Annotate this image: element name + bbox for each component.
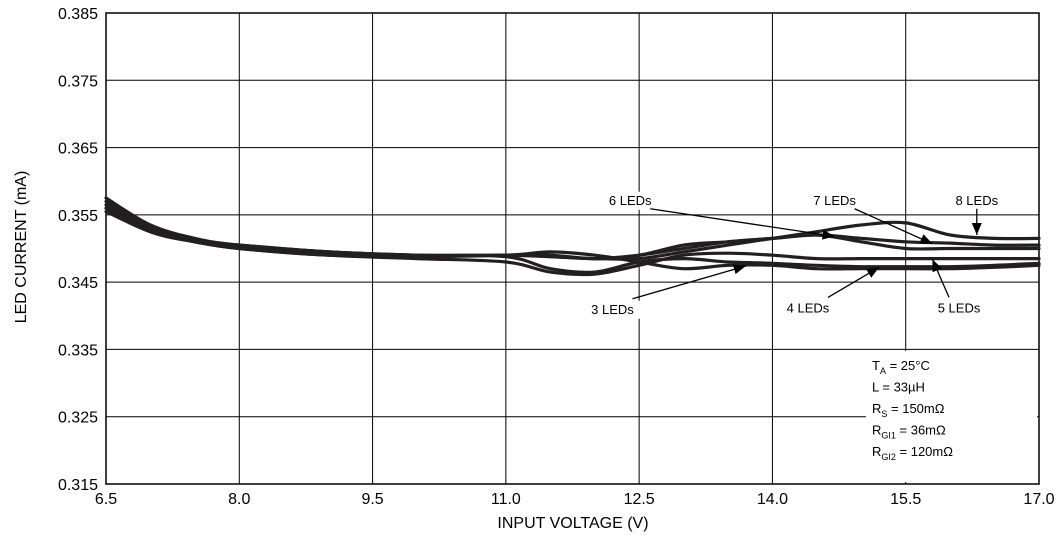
annotation-3-leds: 3 LEDs bbox=[591, 302, 634, 317]
x-tick-label: 17.0 bbox=[1023, 491, 1054, 508]
y-tick-label: 0.375 bbox=[58, 73, 98, 90]
arrow-head bbox=[822, 229, 835, 240]
label-bg-8-leds bbox=[942, 191, 1011, 210]
x-tick-label: 14.0 bbox=[757, 491, 788, 508]
condition-line: RS = 150mΩ bbox=[872, 401, 945, 419]
series-line-4-leds bbox=[104, 199, 1041, 274]
x-tick-label: 12.5 bbox=[624, 491, 655, 508]
y-tick-label: 0.335 bbox=[58, 342, 98, 359]
x-tick-label: 9.5 bbox=[361, 491, 383, 508]
arrow-head bbox=[919, 234, 933, 244]
label-bg-7-leds bbox=[800, 191, 869, 210]
series-line-8-leds bbox=[104, 206, 1041, 261]
x-axis-label: INPUT VOLTAGE (V) bbox=[497, 515, 648, 532]
condition-line: L = 33µH bbox=[872, 380, 925, 395]
arrow-head bbox=[732, 264, 746, 275]
series-lines bbox=[104, 196, 1041, 277]
condition-line: TA = 25°C bbox=[872, 358, 930, 376]
x-tick-label: 8.0 bbox=[228, 491, 250, 508]
x-tick-label: 11.0 bbox=[491, 491, 521, 508]
arrow-head bbox=[866, 267, 880, 278]
x-axis-ticks: 6.5 8.0 9.5 11.0 12.5 14.0 15.5 17.0 bbox=[95, 491, 1055, 508]
arrow-head bbox=[971, 223, 982, 235]
y-tick-label: 0.385 bbox=[58, 6, 98, 23]
y-tick-label: 0.345 bbox=[58, 275, 98, 292]
x-tick-label: 6.5 bbox=[95, 491, 117, 508]
condition-line: RGI2 = 120mΩ bbox=[872, 444, 953, 462]
label-bg-6-leds bbox=[596, 191, 665, 210]
annotation-5-leds: 5 LEDs bbox=[938, 300, 981, 315]
arrow-7-leds bbox=[854, 208, 933, 245]
y-axis-ticks: 0.385 0.375 0.365 0.355 0.345 0.335 0.325 0.315 bbox=[58, 6, 98, 494]
annotation-6-leds: 6 LEDs bbox=[609, 193, 652, 208]
arrow-3-leds bbox=[632, 265, 746, 300]
label-bg-4-leds bbox=[773, 299, 842, 318]
y-tick-label: 0.365 bbox=[58, 141, 98, 158]
y-tick-label: 0.355 bbox=[58, 208, 98, 225]
series-line-7-leds bbox=[104, 209, 1041, 261]
label-bg-3-leds bbox=[578, 300, 647, 319]
annotation-8-leds: 8 LEDs bbox=[955, 193, 998, 208]
arrow-head bbox=[932, 259, 942, 273]
arrow-6-leds bbox=[650, 208, 835, 238]
y-axis-label: LED CURRENT (mA) bbox=[13, 171, 30, 324]
label-bg-5-leds bbox=[925, 299, 994, 318]
annotation-4-leds: 4 LEDs bbox=[787, 300, 830, 315]
x-tick-label: 15.5 bbox=[890, 491, 921, 508]
annotations: 3 LEDs 4 LEDs 5 LEDs 6 LEDs 7 LEDs 8 LEDs bbox=[578, 191, 1011, 319]
conditions-bg bbox=[866, 351, 1037, 482]
test-conditions: TA = 25°C L = 33µH RS = 150mΩ RGI1 = 36mΩ RG… bbox=[866, 351, 1037, 482]
annotation-backgrounds bbox=[578, 191, 1011, 319]
y-tick-label: 0.325 bbox=[58, 410, 98, 427]
condition-line: RGI1 = 36mΩ bbox=[872, 423, 946, 441]
y-tick-label: 0.315 bbox=[58, 477, 98, 494]
annotation-7-leds: 7 LEDs bbox=[813, 193, 856, 208]
